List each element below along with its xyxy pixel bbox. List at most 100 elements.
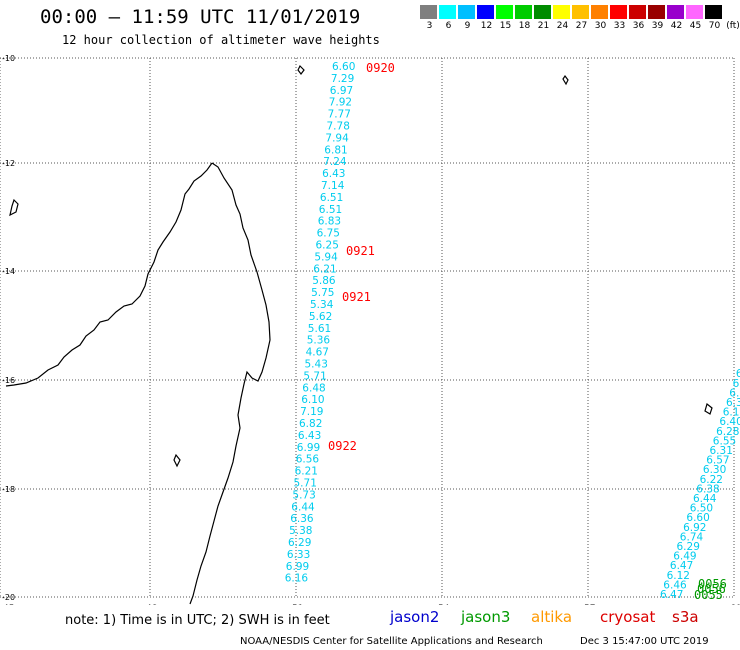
- swh-value: 6.28: [716, 426, 739, 438]
- lat-label: -10: [2, 54, 15, 63]
- time-label: 0922: [328, 439, 357, 453]
- satellite-s3a: s3a: [672, 608, 699, 626]
- scale-tick-label: 15: [499, 21, 512, 31]
- scale-tick-label: 3: [426, 21, 433, 31]
- satellite-jason2: jason2: [390, 608, 440, 626]
- swh-value: 6.49: [673, 551, 696, 563]
- page-subtitle: 12 hour collection of altimeter wave hei…: [62, 33, 380, 47]
- swh-value: 5.43: [305, 359, 328, 371]
- scale-unit: (ft): [726, 21, 740, 31]
- scale-tick-label: 45: [689, 21, 702, 31]
- swh-value: 7.24: [323, 156, 347, 168]
- swh-value: 5.73: [292, 489, 315, 501]
- scale-swatch: [686, 5, 703, 19]
- swh-value: 6.75: [317, 228, 340, 240]
- lon-label: 54: [438, 604, 450, 605]
- swh-value: 7.14: [321, 180, 345, 192]
- swh-value: 6.40: [719, 416, 740, 428]
- time-label: 0056: [697, 582, 726, 596]
- swh-value: 6.47: [660, 589, 683, 601]
- scale-tick-label: 12: [480, 21, 493, 31]
- scale-tick-label: 24: [556, 21, 569, 31]
- scale-tick-label: 30: [594, 21, 607, 31]
- swh-value: 6.43: [298, 430, 321, 442]
- islet: [704, 402, 713, 415]
- swh-value: 6.44: [693, 493, 717, 505]
- scale-tick-label: 9: [464, 21, 471, 31]
- swh-value: 5.94: [314, 251, 338, 263]
- time-label: 0921: [342, 290, 371, 304]
- swh-value: 6.12: [667, 570, 690, 582]
- swh-value: 6.51: [319, 204, 342, 216]
- lat-label: -14: [2, 267, 15, 276]
- swh-value: 5.71: [294, 478, 317, 490]
- wave-height-map: -10-12-14-16-18-20454851545760 6.607.296…: [0, 54, 740, 605]
- scale-swatch: [629, 5, 646, 19]
- swh-value: 5.38: [289, 525, 312, 537]
- swh-value: 5.34: [310, 299, 334, 311]
- footer-note: note: 1) Time is in UTC; 2) SWH is in fe…: [65, 613, 330, 628]
- swh-value: 6.25: [316, 240, 339, 252]
- time-label: 0055: [694, 588, 723, 602]
- lon-label: 48: [146, 604, 158, 605]
- satellite-cryosat: cryosat: [600, 608, 656, 626]
- swh-value: 6.22: [700, 474, 723, 486]
- scale-swatch: [420, 5, 437, 19]
- scale-tick-label: 42: [670, 21, 683, 31]
- lat-label: -16: [2, 376, 15, 385]
- swh-value: 6.83: [318, 216, 341, 228]
- scale-swatch: [572, 5, 589, 19]
- swh-value: 6.81: [324, 144, 347, 156]
- swh-value: 6.43: [322, 168, 345, 180]
- page-title: 00:00 – 11:59 UTC 11/01/2019: [40, 6, 361, 28]
- swh-value: 6.29: [288, 537, 311, 549]
- swh-value: 6.44: [291, 501, 315, 513]
- swh-value: 6.38: [696, 483, 719, 495]
- lon-label: 60: [730, 604, 740, 605]
- scale-swatch: [458, 5, 475, 19]
- swh-value: 6.36: [290, 513, 314, 525]
- madagascar-coast: [5, 162, 271, 605]
- scale-swatch: [591, 5, 608, 19]
- swh-value: 5.62: [309, 311, 332, 323]
- swh-value: 6.47: [670, 560, 693, 572]
- time-label: 0921: [346, 244, 375, 258]
- satellite-jason3: jason3: [461, 608, 511, 626]
- scale-tick-label: 36: [632, 21, 645, 31]
- scale-tick-label: 39: [651, 21, 664, 31]
- lat-lon-grid: -10 -12 -14 -16 -18 -20 45 48 51 54 57 60: [0, 54, 740, 605]
- swh-value: 6.60: [332, 61, 355, 73]
- swh-value: 6.31: [710, 445, 733, 457]
- swh-value: 6.82: [299, 418, 322, 430]
- scale-swatch: [534, 5, 551, 19]
- scale-swatch: [496, 5, 513, 19]
- lon-label: 45: [3, 604, 14, 605]
- swh-value: 5.36: [307, 335, 331, 347]
- swh-value: 6.10: [301, 394, 324, 406]
- lat-label: -20: [2, 593, 15, 602]
- swh-value: 6.57: [706, 455, 729, 467]
- swh-value: 5.86: [312, 275, 336, 287]
- swh-value: 5.71: [303, 370, 326, 382]
- swh-value: 6.97: [330, 85, 353, 97]
- scale-swatch: [515, 5, 532, 19]
- swh-value: 5.61: [308, 323, 331, 335]
- satellite-altika: altika: [531, 608, 573, 626]
- swh-value: 6.99: [286, 561, 309, 573]
- swh-value: 6.46: [663, 579, 687, 591]
- swh-value: 6.18: [723, 407, 740, 419]
- scale-swatch: [648, 5, 665, 19]
- swh-value: 6.36: [726, 397, 740, 409]
- swh-value: 4.67: [306, 347, 329, 359]
- islet: [562, 74, 569, 86]
- scale-tick-label: 33: [613, 21, 626, 31]
- swh-value: 6.56: [296, 454, 320, 466]
- swh-value: 7.19: [300, 406, 323, 418]
- scale-swatch: [439, 5, 456, 19]
- scale-tick-label: 27: [575, 21, 588, 31]
- swh-value: 6.10: [736, 368, 740, 380]
- swh-value: 6.21: [295, 466, 318, 478]
- comoros-mayotte-island: [9, 198, 19, 217]
- swh-value: 7.94: [325, 132, 349, 144]
- credit-text: NOAA/NESDIS Center for Satellite Applica…: [240, 636, 543, 647]
